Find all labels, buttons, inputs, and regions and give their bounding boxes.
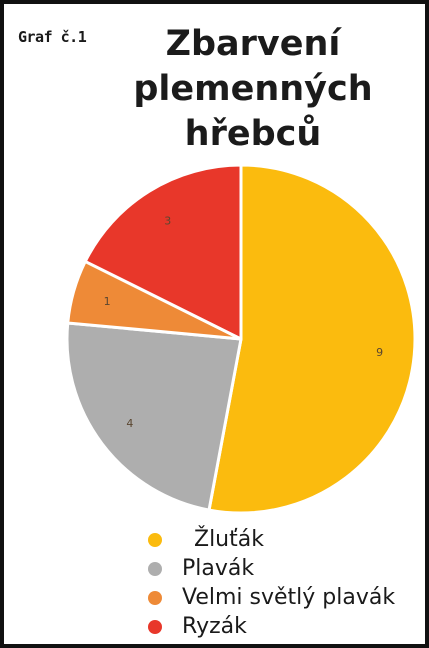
legend-swatch-velmi-svetly-plavak	[148, 590, 162, 605]
legend-swatch-zlutak	[148, 532, 162, 547]
legend-item-ryzak: Ryzák	[148, 612, 395, 641]
legend-item-velmi-svetly-plavak: Velmi světlý plavák	[148, 583, 395, 612]
chart-title-line-3: hřebců	[184, 114, 322, 154]
legend-swatch-plavak	[148, 561, 162, 576]
pie-value-label-velmi-svetly-plavak: 1	[104, 295, 111, 308]
chart-title-line-2: plemenných	[133, 69, 373, 109]
pie-slice-plavak	[65, 321, 243, 512]
legend-label-zlutak: Žluťák	[194, 527, 264, 552]
legend-item-zlutak: Žluťák	[148, 525, 395, 554]
figure-label: Graf č.1	[18, 28, 87, 46]
legend-label-plavak: Plavák	[182, 556, 255, 581]
pie-slice-zlutak	[207, 163, 417, 515]
legend-label-velmi-svetly-plavak: Velmi světlý plavák	[182, 585, 396, 610]
legend-label-ryzak: Ryzák	[182, 614, 247, 639]
legend-item-plavak: Plavák	[148, 554, 395, 583]
pie-value-label-zlutak: 9	[376, 346, 383, 359]
pie-value-label-plavak: 4	[126, 417, 133, 430]
legend-swatch-ryzak	[148, 619, 162, 634]
chart-title: Zbarvení plemenných hřebců	[100, 22, 406, 157]
legend: Žluťák Plavák Velmi světlý plavák Ryzák	[148, 525, 395, 641]
chart-title-line-1: Zbarvení	[165, 24, 341, 64]
pie-value-label-ryzak: 3	[164, 215, 171, 228]
pie-slice-ryzak	[83, 163, 243, 341]
